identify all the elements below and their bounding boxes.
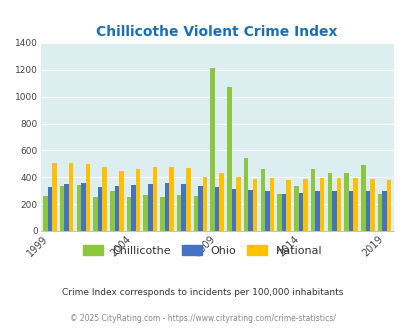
- Bar: [81, 183, 85, 231]
- Bar: [60, 186, 64, 231]
- Bar: [43, 196, 47, 231]
- Bar: [164, 183, 169, 231]
- Bar: [210, 68, 214, 231]
- Bar: [377, 194, 382, 231]
- Bar: [360, 165, 365, 231]
- Bar: [98, 187, 102, 231]
- Legend: Chillicothe, Ohio, National: Chillicothe, Ohio, National: [79, 242, 326, 259]
- Bar: [327, 173, 331, 231]
- Bar: [68, 163, 73, 231]
- Bar: [110, 191, 114, 231]
- Bar: [248, 190, 252, 231]
- Bar: [148, 184, 152, 231]
- Bar: [93, 197, 98, 231]
- Bar: [131, 185, 135, 231]
- Bar: [286, 180, 290, 231]
- Bar: [382, 191, 386, 231]
- Bar: [315, 191, 319, 231]
- Text: © 2025 CityRating.com - https://www.cityrating.com/crime-statistics/: © 2025 CityRating.com - https://www.city…: [70, 314, 335, 323]
- Bar: [85, 164, 90, 231]
- Bar: [386, 180, 390, 231]
- Bar: [214, 187, 219, 231]
- Bar: [231, 189, 236, 231]
- Bar: [193, 196, 198, 231]
- Bar: [260, 169, 264, 231]
- Bar: [143, 195, 148, 231]
- Title: Chillicothe Violent Crime Index: Chillicothe Violent Crime Index: [96, 25, 337, 39]
- Bar: [336, 178, 340, 231]
- Bar: [331, 191, 336, 231]
- Bar: [119, 171, 123, 231]
- Bar: [343, 173, 348, 231]
- Bar: [114, 186, 119, 231]
- Bar: [303, 179, 307, 231]
- Bar: [365, 191, 369, 231]
- Bar: [319, 178, 324, 231]
- Bar: [252, 179, 257, 231]
- Text: Crime Index corresponds to incidents per 100,000 inhabitants: Crime Index corresponds to incidents per…: [62, 287, 343, 297]
- Bar: [243, 158, 248, 231]
- Bar: [198, 186, 202, 231]
- Bar: [352, 178, 357, 231]
- Bar: [219, 173, 224, 231]
- Bar: [202, 177, 207, 231]
- Bar: [160, 197, 164, 231]
- Bar: [236, 177, 240, 231]
- Bar: [47, 187, 52, 231]
- Bar: [181, 184, 185, 231]
- Bar: [135, 169, 140, 231]
- Bar: [348, 191, 352, 231]
- Bar: [264, 191, 269, 231]
- Bar: [277, 194, 281, 231]
- Bar: [76, 185, 81, 231]
- Bar: [298, 193, 303, 231]
- Bar: [102, 167, 107, 231]
- Bar: [293, 186, 298, 231]
- Bar: [281, 194, 286, 231]
- Bar: [126, 197, 131, 231]
- Bar: [169, 167, 173, 231]
- Bar: [227, 86, 231, 231]
- Bar: [310, 169, 315, 231]
- Bar: [152, 167, 157, 231]
- Bar: [177, 195, 181, 231]
- Bar: [52, 163, 56, 231]
- Bar: [369, 179, 374, 231]
- Bar: [64, 184, 68, 231]
- Bar: [185, 168, 190, 231]
- Bar: [269, 178, 273, 231]
